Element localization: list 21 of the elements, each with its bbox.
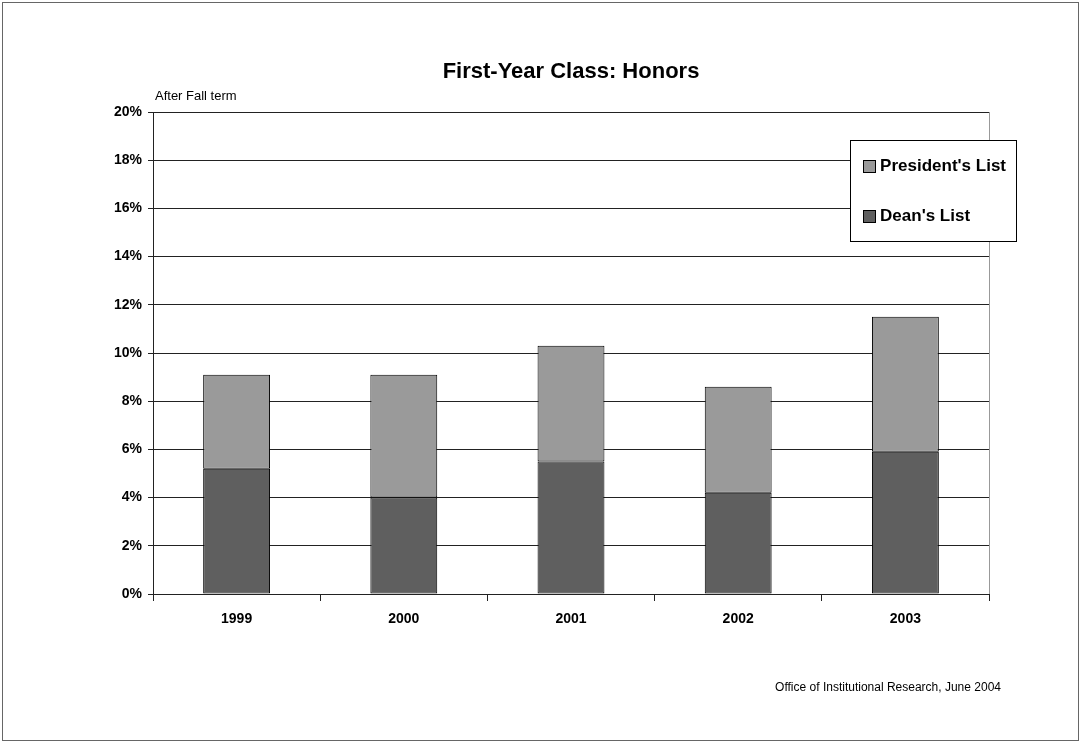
x-tick-label: 2002 (722, 610, 754, 627)
text: Office of Institutional Research, June 2004 (775, 680, 1001, 694)
y-tick-label: 8% (121, 392, 143, 409)
y-tick-label: 6% (121, 440, 143, 457)
y-tick-label: 20% (113, 102, 143, 119)
y-tick-label: 10% (113, 343, 143, 360)
y-tick-label: 0% (121, 584, 143, 601)
x-tick-label: 2003 (889, 610, 922, 627)
y-tick-label: 4% (121, 488, 143, 505)
y-axis-title: After Fall term (155, 88, 237, 103)
x-tick-label: 2000 (388, 610, 420, 627)
legend-label: Dean's List (880, 206, 971, 226)
y-tick-label: 12% (113, 295, 143, 312)
x-tick-label: 2001 (555, 610, 587, 627)
y-tick-label: 18% (113, 151, 143, 168)
legend-label: President's List (880, 156, 1006, 176)
x-tick-label: 1999 (221, 610, 253, 627)
chart-title: First-Year Class: Honors (441, 58, 701, 84)
y-tick-label: 14% (113, 247, 143, 264)
y-tick-label: 2% (121, 536, 143, 553)
y-tick-label: 16% (113, 199, 143, 216)
